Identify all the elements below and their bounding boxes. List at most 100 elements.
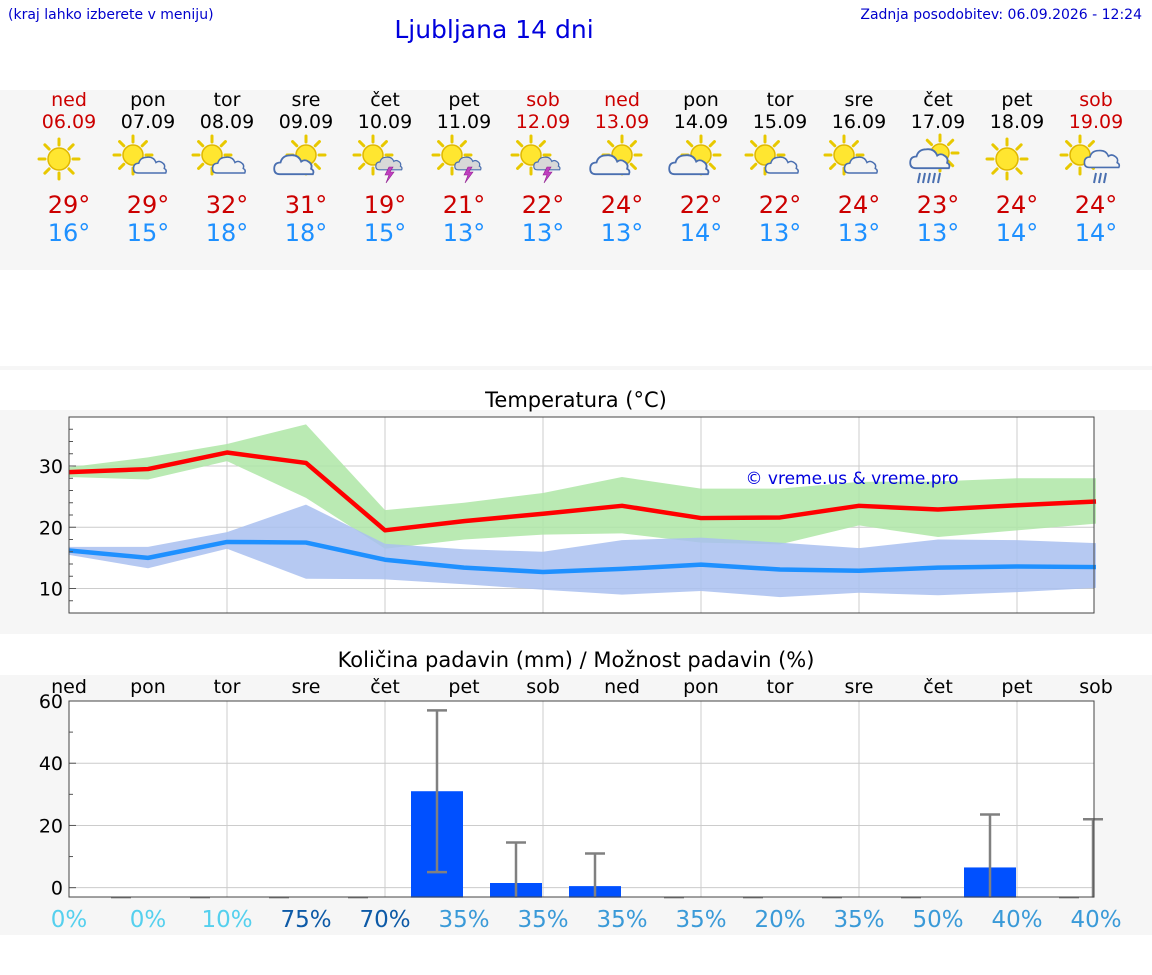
sun-ray: [708, 162, 716, 170]
sun-cloud-icon: [191, 134, 246, 176]
sun-ray: [197, 162, 205, 170]
max-temperature: 32°: [205, 191, 249, 219]
precip-probability-label: 35%: [438, 907, 489, 933]
sun-icon: [37, 137, 81, 181]
sun-ray: [516, 140, 524, 148]
day-name: sre: [291, 89, 321, 111]
precip-probability-label: 50%: [912, 907, 963, 933]
sun-shape: [823, 134, 865, 176]
precip-day-label: čet: [923, 676, 953, 698]
min-temperature: 13°: [442, 219, 486, 247]
day-date: 18.09: [989, 111, 1045, 133]
precipitation-chart-title: Količina padavin (mm) / Možnost padavin …: [337, 648, 815, 672]
cloud-body: [533, 156, 561, 171]
rain-drop: [927, 172, 931, 184]
sun-cloud-icon: [823, 134, 878, 176]
cloud-shape: [764, 156, 799, 174]
sun-ray: [358, 162, 366, 170]
sun-disc: [201, 144, 223, 166]
max-temperature: 19°: [363, 191, 407, 219]
day-name: pet: [1001, 89, 1033, 111]
sun-ray: [607, 140, 615, 148]
sun-ray: [629, 140, 637, 148]
sun-shape: [191, 134, 233, 176]
day-date: 12.09: [515, 111, 571, 133]
sun-disc: [441, 144, 463, 166]
forecast-day: pon 07.09 29° 15°: [108, 89, 188, 247]
min-temperature: 14°: [995, 219, 1039, 247]
location-hint: (kraj lahko izberete v meniju): [8, 7, 214, 23]
day-date: 06.09: [41, 111, 97, 133]
min-temperature-line: [68, 539, 1097, 575]
last-updated: Zadnja posodobitev: 06.09.2026 - 12:24: [860, 7, 1142, 23]
sun-ray: [750, 140, 758, 148]
precip-probability-label: 70%: [359, 907, 410, 933]
precip-day-label: sre: [845, 676, 874, 698]
sun-shape: [352, 134, 394, 176]
day-date: 09.09: [278, 111, 334, 133]
max-temperature-line: [68, 450, 1097, 533]
max-temperature: 29°: [126, 191, 170, 219]
cloud-sun-icon: [273, 134, 327, 176]
sun-ray: [313, 140, 321, 148]
sun-ray: [118, 140, 126, 148]
day-name: pet: [448, 89, 480, 111]
cloud-shape: [1083, 149, 1121, 169]
min-temperature: 15°: [363, 219, 407, 247]
rain-drop: [1103, 172, 1107, 184]
sun-icon: [985, 137, 1029, 181]
max-temperature: 24°: [600, 191, 644, 219]
sun-ray: [459, 140, 467, 148]
cloud-sun-icon: [589, 134, 643, 176]
rain-drop: [1093, 172, 1097, 184]
y-tick-label: 0: [51, 878, 63, 900]
copyright-annotation: © vreme.us & vreme.pro: [745, 469, 958, 489]
y-tick-label: 40: [39, 753, 63, 775]
sun-ray: [829, 162, 837, 170]
forecast-day: tor 08.09 32° 18°: [187, 89, 267, 247]
sun-ray: [1065, 140, 1073, 148]
lightning-bolt: [542, 166, 553, 184]
sun-shape: [37, 137, 81, 181]
sun-thunder-icon: [510, 134, 561, 184]
y-tick-label: 20: [39, 517, 63, 539]
sun-ray: [772, 140, 780, 148]
precip-day-label: pet: [448, 676, 479, 698]
day-name: čet: [370, 89, 400, 111]
min-temperature: 18°: [284, 219, 328, 247]
day-date: 14.09: [673, 111, 729, 133]
plot-frame: [68, 700, 1095, 898]
sun-ray: [829, 140, 837, 148]
sun-ray: [313, 162, 321, 170]
precip-day-label: pon: [130, 676, 166, 698]
sun-ray: [925, 138, 934, 147]
y-tick-label: 60: [39, 691, 63, 713]
forecast-day: sre 09.09 31° 18°: [266, 89, 346, 247]
sun-disc: [995, 147, 1019, 171]
precip-probability-label: 40%: [991, 907, 1042, 933]
max-temperature-range: [69, 424, 1096, 549]
cloud-body: [668, 154, 710, 176]
sun-shape: [985, 137, 1029, 181]
cloud-body: [454, 156, 482, 171]
cloud-rain-icon: [909, 133, 960, 184]
precip-day-label: tor: [214, 676, 241, 698]
precip-day-label: sre: [292, 676, 321, 698]
y-tick-label: 20: [39, 815, 63, 837]
max-temperature: 24°: [1074, 191, 1118, 219]
precip-probability-label: 75%: [280, 907, 331, 933]
cloud-body: [273, 154, 315, 176]
day-name: tor: [213, 89, 241, 111]
forecast-day: pon 14.09 22° 14°: [661, 89, 741, 247]
sun-ray: [67, 167, 75, 175]
sun-ray: [851, 140, 859, 148]
rain-drop: [917, 172, 921, 184]
sun-ray: [118, 162, 126, 170]
divider: [0, 366, 1152, 370]
sun-ray: [946, 138, 955, 147]
sun-ray: [67, 143, 75, 151]
sun-ray: [750, 162, 758, 170]
day-name: sre: [844, 89, 874, 111]
sun-ray: [1065, 162, 1073, 170]
day-date: 08.09: [199, 111, 255, 133]
